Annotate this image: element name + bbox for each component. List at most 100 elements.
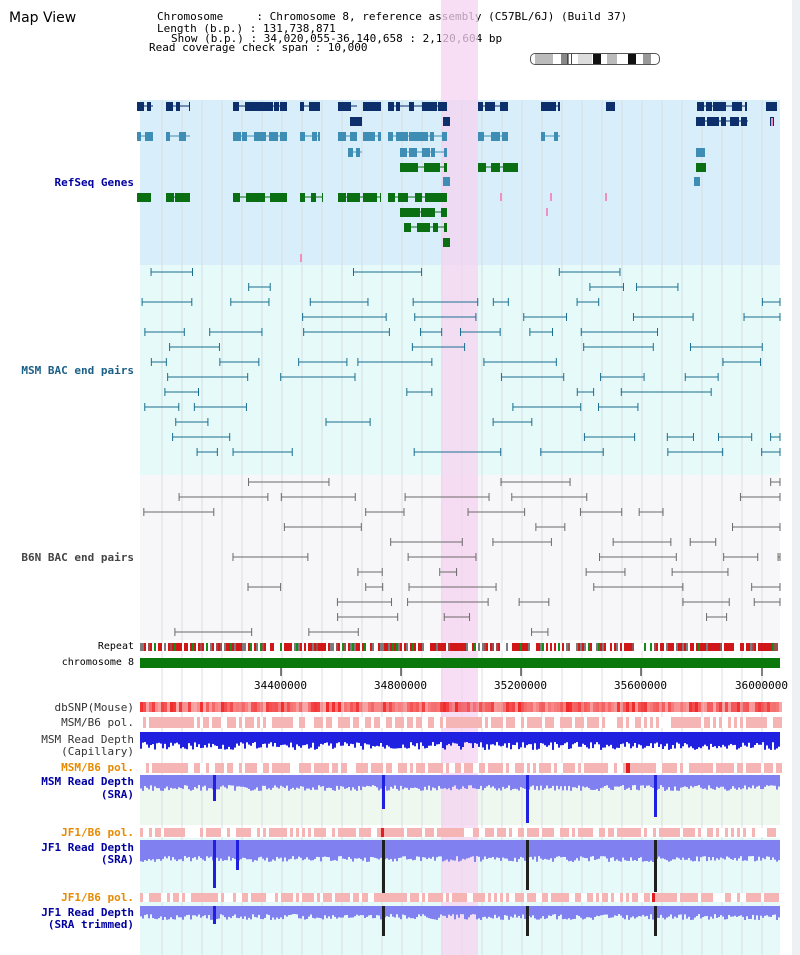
gene-exon: [380, 193, 381, 202]
msm-sra-depth-bar: [628, 775, 630, 788]
jf1-trim-depth-bar: [742, 906, 744, 917]
jf1-b6-pol-mark: [149, 828, 152, 837]
msm-sra-depth-bar: [300, 775, 302, 787]
jf1-sra-depth-bar: [302, 840, 304, 861]
repeat-mark: [620, 643, 622, 651]
msm-capillary-depth-bar: [300, 732, 302, 748]
jf1-b6-pol-mark: [395, 828, 398, 837]
jf1-b6-pol2-mark: [215, 893, 218, 902]
msm-capillary-depth-bar: [152, 732, 154, 745]
jf1-sra-depth-bar: [166, 840, 168, 859]
jf1-b6-pol2-mark: [479, 893, 482, 902]
jf1-b6-pol2-mark: [275, 893, 278, 902]
msm-sra-depth-bar: [592, 775, 594, 791]
msm-b6-pol-mark: [431, 717, 434, 728]
msm-b6-pol-mark: [494, 717, 497, 728]
jf1-b6-pol2-mark: [743, 893, 746, 902]
jf1-sra-depth-bar: [174, 840, 176, 860]
jf1-trim-depth-bar: [156, 906, 158, 920]
msm-b6-pol-mark: [155, 717, 158, 728]
msm-b6-pol-mark: [557, 717, 560, 728]
msm-sra-depth-bar: [688, 775, 690, 789]
msm-b6-pol-mark: [188, 717, 191, 728]
jf1-b6-pol-mark: [503, 828, 506, 837]
msm-b6-pol2-mark: [305, 763, 308, 773]
repeat-mark: [266, 643, 268, 651]
jf1-sra-depth-bar: [412, 840, 414, 861]
jf1-b6-pol2-mark: [497, 893, 500, 902]
msm-b6-pol2-mark: [209, 763, 212, 773]
jf1-trim-depth-bar: [532, 906, 534, 916]
msm-capillary-depth-bar: [618, 732, 620, 748]
jf1-b6-pol2-mark: [707, 893, 710, 902]
msm-sra-depth-bar: [748, 775, 750, 788]
track-label-dbsnp: dbSNP(Mouse): [54, 701, 134, 714]
jf1-sra-depth-bar: [390, 840, 392, 859]
jf1-trim-depth-bar: [730, 906, 732, 917]
jf1-trim-depth-bar: [176, 906, 178, 916]
jf1-b6-pol-mark: [146, 828, 149, 837]
gene-exon: [500, 102, 508, 111]
jf1-b6-pol2-mark: [593, 893, 596, 902]
repeat-mark: [674, 643, 676, 651]
msm-sra-depth-bar: [676, 775, 678, 791]
jf1-trim-depth-bar: [274, 906, 276, 920]
msm-b6-pol2-mark: [527, 763, 530, 773]
jf1-trim-depth-bar: [340, 906, 342, 918]
repeat-mark: [574, 643, 576, 651]
jf1-sra-depth-bar: [476, 840, 478, 857]
jf1-b6-pol-mark: [668, 828, 671, 837]
gene-exon: [433, 223, 438, 232]
msm-capillary-depth-bar: [496, 732, 498, 743]
dbsnp-mark: [659, 702, 662, 712]
msm-capillary-depth-bar: [228, 732, 230, 747]
dbsnp-mark: [221, 702, 224, 712]
jf1-b6-pol2-mark: [614, 893, 617, 902]
dbsnp-mark: [731, 702, 734, 712]
dbsnp-mark: [269, 702, 272, 712]
dbsnp-mark: [488, 702, 491, 712]
msm-sra-depth-bar: [532, 775, 534, 786]
jf1-trim-depth-bar: [724, 906, 726, 920]
jf1-sra-depth-bar: [516, 840, 518, 862]
repeat-mark: [368, 643, 370, 651]
jf1-trim-depth-bar: [574, 906, 576, 919]
msm-sra-depth-bar: [334, 775, 336, 791]
dbsnp-mark: [326, 702, 329, 712]
jf1-trim-depth-bar: [146, 906, 148, 915]
jf1-trim-depth-bar: [600, 906, 602, 916]
msm-capillary-depth-bar: [588, 732, 590, 749]
msm-b6-pol2-mark: [590, 763, 593, 773]
gene-exon: [720, 102, 726, 111]
jf1-sra-depth-bar: [372, 840, 374, 858]
dbsnp-mark: [248, 702, 251, 712]
jf1-b6-pol2-mark: [383, 893, 386, 902]
jf1-b6-pol2-mark: [359, 893, 362, 902]
chromosome-ideogram[interactable]: [530, 53, 660, 65]
gene-exon: [396, 102, 400, 111]
jf1-b6-pol2-mark: [737, 893, 740, 902]
msm-capillary-depth-bar: [434, 732, 436, 747]
dbsnp-mark: [770, 702, 773, 712]
vertical-scrollbar[interactable]: [792, 0, 800, 955]
msm-b6-pol-mark: [506, 717, 509, 728]
msm-sra-depth-bar: [398, 775, 400, 791]
jf1-b6-pol-mark: [161, 828, 164, 837]
jf1-sra-depth-bar: [540, 840, 542, 859]
jf1-b6-pol-mark: [575, 828, 578, 837]
jf1-b6-pol2-mark: [398, 893, 401, 902]
repeat-mark: [434, 643, 436, 651]
msm-capillary-depth-bar: [354, 732, 356, 748]
msm-sra-depth-bar: [396, 775, 398, 790]
jf1-b6-pol-mark: [722, 828, 725, 837]
jf1-trim-depth-bar: [564, 906, 566, 919]
dbsnp-mark: [140, 702, 143, 712]
jf1-b6-pol-mark: [626, 828, 629, 837]
jf1-trim-depth-bar: [200, 906, 202, 918]
jf1-sra-depth-bar: [598, 840, 600, 859]
gene-exon: [233, 193, 240, 202]
jf1-b6-pol2-mark: [647, 893, 650, 902]
repeat-mark: [664, 643, 666, 651]
msm-capillary-depth-bar: [236, 732, 238, 744]
